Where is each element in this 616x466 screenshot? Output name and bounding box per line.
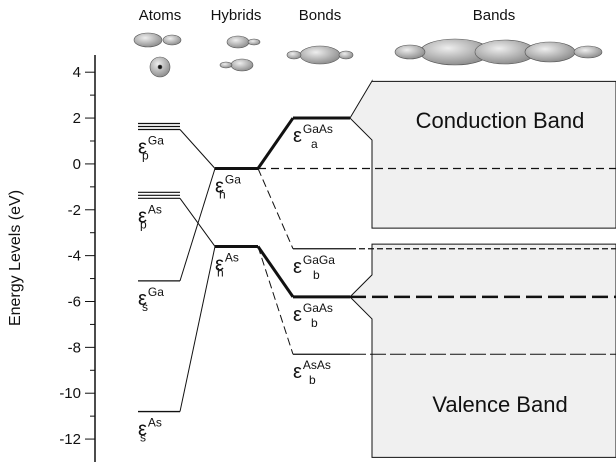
level-sub: b bbox=[311, 316, 318, 330]
level-sub: h bbox=[219, 188, 226, 202]
y-tick-label: -8 bbox=[68, 339, 81, 356]
level-sub: p bbox=[140, 217, 147, 231]
connector bbox=[180, 198, 215, 246]
level-sub: b bbox=[313, 268, 320, 282]
y-tick-label: 2 bbox=[73, 110, 81, 127]
level-sub: s bbox=[142, 300, 148, 314]
axis-label: Energy Levels (eV) bbox=[7, 190, 24, 326]
y-tick-label: -6 bbox=[68, 293, 81, 310]
y-tick-label: -4 bbox=[68, 248, 81, 265]
level-sup: Ga bbox=[225, 173, 241, 187]
level-sup: As bbox=[225, 250, 239, 264]
level-sup: GaAs bbox=[303, 301, 333, 315]
orbital-icons bbox=[134, 33, 602, 77]
connector bbox=[180, 246, 215, 411]
level-sup: GaGa bbox=[303, 253, 335, 267]
level-sub: b bbox=[309, 373, 316, 387]
level-sub: p bbox=[142, 149, 149, 163]
level-sup: As bbox=[148, 202, 162, 216]
level-sup: GaAs bbox=[303, 122, 333, 136]
column-title: Hybrids bbox=[211, 7, 262, 24]
level-sub: h bbox=[217, 265, 224, 279]
energy-diagram: Energy Levels (eV) 4 2 0 -2 -4 -6 -8 -10 -12 Atom… bbox=[0, 0, 616, 466]
column-title: Atoms bbox=[139, 7, 182, 24]
y-tick-label: 4 bbox=[73, 64, 81, 81]
connector bbox=[258, 246, 293, 354]
connector bbox=[258, 246, 293, 296]
level-sub: s bbox=[140, 431, 146, 445]
y-tick-label: -2 bbox=[68, 202, 81, 219]
level-sup: Ga bbox=[148, 134, 164, 148]
level-symbol: ε bbox=[293, 304, 302, 326]
band-label: Conduction Band bbox=[416, 108, 585, 133]
connector bbox=[258, 118, 293, 168]
level-sup: Ga bbox=[148, 285, 164, 299]
level-sub: a bbox=[311, 137, 318, 151]
y-tick-label: 0 bbox=[73, 156, 81, 173]
connector bbox=[180, 169, 215, 281]
level-sup: AsAs bbox=[303, 358, 331, 372]
band-label: Valence Band bbox=[432, 392, 567, 417]
y-tick-label: -10 bbox=[59, 385, 81, 402]
column-title: Bonds bbox=[299, 7, 342, 24]
connector bbox=[180, 130, 215, 169]
band bbox=[350, 244, 616, 457]
level-symbol: ε bbox=[293, 361, 302, 383]
column-title: Bands bbox=[473, 7, 516, 24]
level-sup: As bbox=[148, 416, 162, 430]
level-symbol: ε bbox=[293, 256, 302, 278]
level-symbol: ε bbox=[293, 125, 302, 147]
connector bbox=[258, 169, 293, 249]
band bbox=[350, 81, 616, 228]
y-tick-label: -12 bbox=[59, 431, 81, 448]
